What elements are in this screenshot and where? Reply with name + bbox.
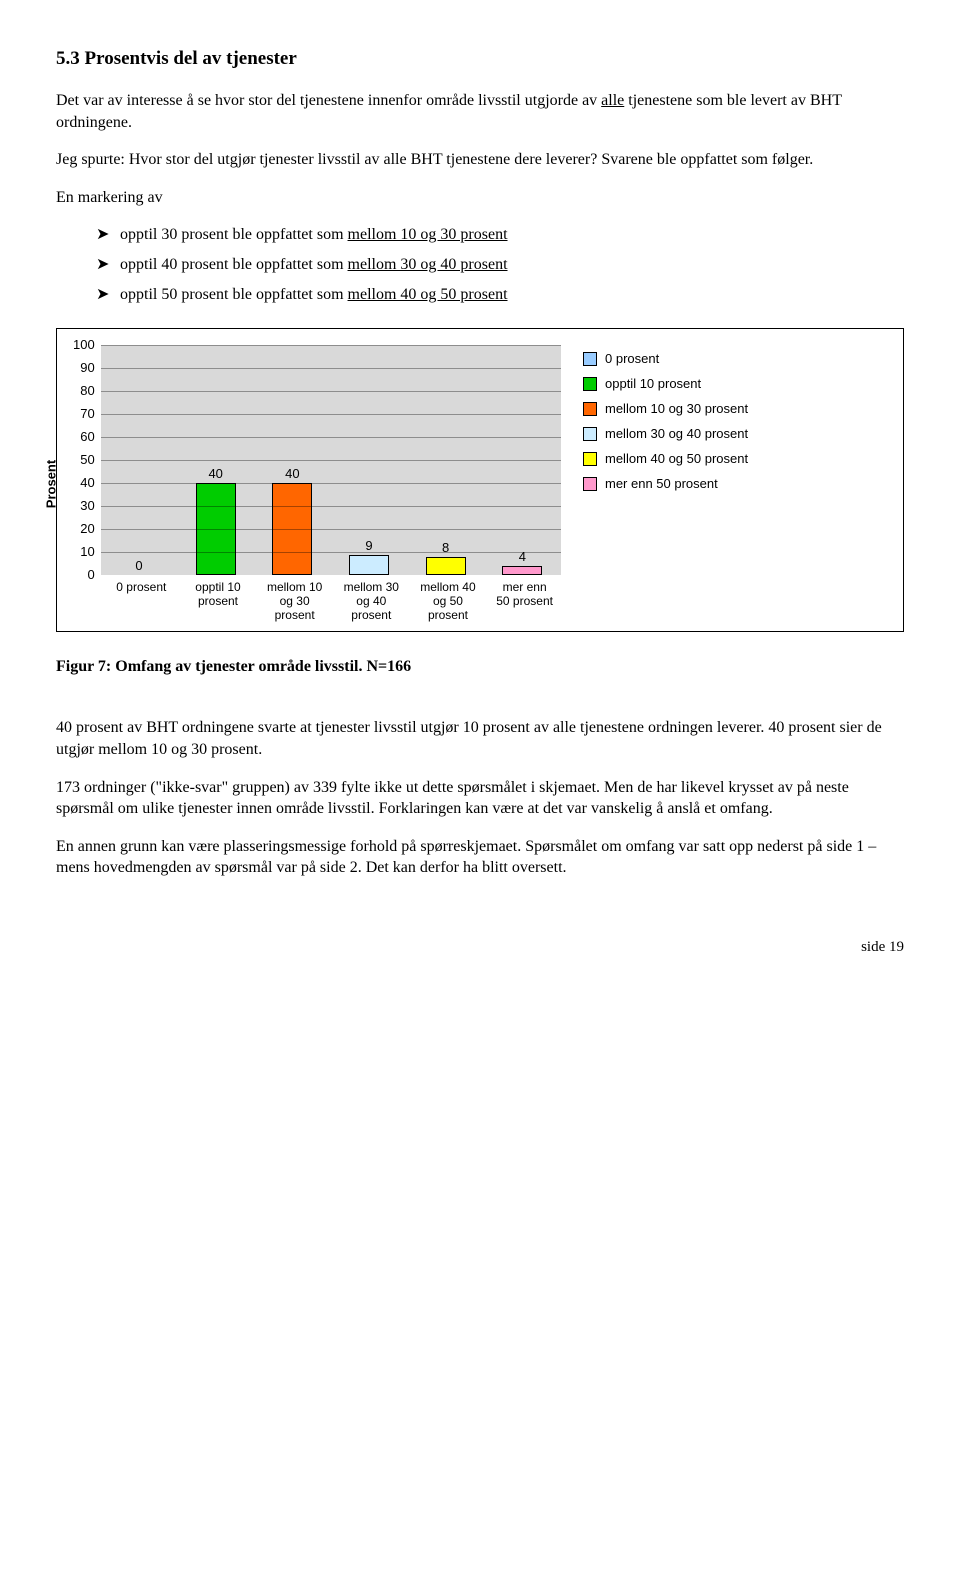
text: opptil 50 prosent ble oppfattet som (120, 286, 348, 303)
intro-para-1: Det var av interesse å se hvor stor del … (56, 90, 904, 133)
intro-para-2: Jeg spurte: Hvor stor del utgjør tjenest… (56, 149, 904, 171)
gridline (101, 483, 561, 484)
legend-row: mellom 30 og 40 prosent (583, 426, 793, 441)
legend-label: mellom 40 og 50 prosent (605, 451, 748, 466)
legend-row: 0 prosent (583, 351, 793, 366)
legend-swatch (583, 477, 597, 491)
legend-row: mellom 40 og 50 prosent (583, 451, 793, 466)
bullet-item: opptil 40 prosent ble oppfattet som mell… (96, 254, 904, 274)
legend-swatch (583, 427, 597, 441)
gridline (101, 414, 561, 415)
legend-swatch (583, 352, 597, 366)
legend-row: mer enn 50 prosent (583, 476, 793, 491)
body-para-3: En annen grunn kan være plasseringsmessi… (56, 836, 904, 879)
bar-rect (502, 566, 542, 575)
gridline (101, 345, 561, 346)
gridline (101, 506, 561, 507)
section-heading: 5.3 Prosentvis del av tjenester (56, 48, 904, 70)
legend-swatch (583, 377, 597, 391)
gridline (101, 529, 561, 530)
legend-swatch (583, 402, 597, 416)
gridline (101, 460, 561, 461)
chart-plot: 04040984 (101, 345, 561, 575)
gridline (101, 552, 561, 553)
x-label: mellom 40 og 50 prosent (418, 581, 478, 622)
gridline (101, 437, 561, 438)
page-footer: side 19 (56, 939, 904, 956)
bullet-list: opptil 30 prosent ble oppfattet som mell… (96, 224, 904, 304)
chart-legend: 0 prosent opptil 10 prosent mellom 10 og 3… (583, 345, 793, 491)
chart-area: Prosent 1009080706050403020100 04040984 … (73, 345, 563, 622)
chart-frame: Prosent 1009080706050403020100 04040984 … (56, 328, 904, 631)
figure-caption: Figur 7: Omfang av tjenester område livs… (56, 656, 904, 678)
legend-label: 0 prosent (605, 351, 659, 366)
bar-rect (426, 557, 466, 575)
y-axis-label: Prosent (44, 460, 59, 508)
legend-label: mellom 10 og 30 prosent (605, 401, 748, 416)
gridline (101, 368, 561, 369)
bullet-item: opptil 50 prosent ble oppfattet som mell… (96, 284, 904, 304)
legend-row: mellom 10 og 30 prosent (583, 401, 793, 416)
bullet-item: opptil 30 prosent ble oppfattet som mell… (96, 224, 904, 244)
bar-value-label: 9 (365, 538, 372, 553)
x-axis-labels: 0 prosent opptil 10 prosent mellom 10 og 3… (103, 581, 563, 622)
text-underlined: mellom 40 og 50 prosent (348, 286, 508, 303)
text: Det var av interesse å se hvor stor del … (56, 92, 601, 109)
x-label: mellom 10 og 30 prosent (265, 581, 325, 622)
x-label: mer enn 50 prosent (495, 581, 555, 622)
legend-row: opptil 10 prosent (583, 376, 793, 391)
body-para-1: 40 prosent av BHT ordningene svarte at t… (56, 717, 904, 760)
bar-value-label: 0 (135, 558, 142, 573)
text: opptil 40 prosent ble oppfattet som (120, 256, 348, 273)
list-intro: En markering av (56, 187, 904, 209)
gridline (101, 391, 561, 392)
legend-swatch (583, 452, 597, 466)
bar-value-label: 40 (208, 466, 222, 481)
x-label: 0 prosent (111, 581, 171, 622)
text: opptil 30 prosent ble oppfattet som (120, 226, 348, 243)
legend-label: mer enn 50 prosent (605, 476, 718, 491)
bar-value-label: 40 (285, 466, 299, 481)
x-label: mellom 30 og 40 prosent (341, 581, 401, 622)
x-label: opptil 10 prosent (188, 581, 248, 622)
text-underlined: alle (601, 92, 624, 109)
legend-label: opptil 10 prosent (605, 376, 701, 391)
bar-rect (349, 555, 389, 576)
legend-label: mellom 30 og 40 prosent (605, 426, 748, 441)
text-underlined: mellom 10 og 30 prosent (348, 226, 508, 243)
body-para-2: 173 ordninger ("ikke-svar" gruppen) av 3… (56, 777, 904, 820)
text-underlined: mellom 30 og 40 prosent (348, 256, 508, 273)
y-axis-ticks: 1009080706050403020100 (73, 345, 101, 575)
